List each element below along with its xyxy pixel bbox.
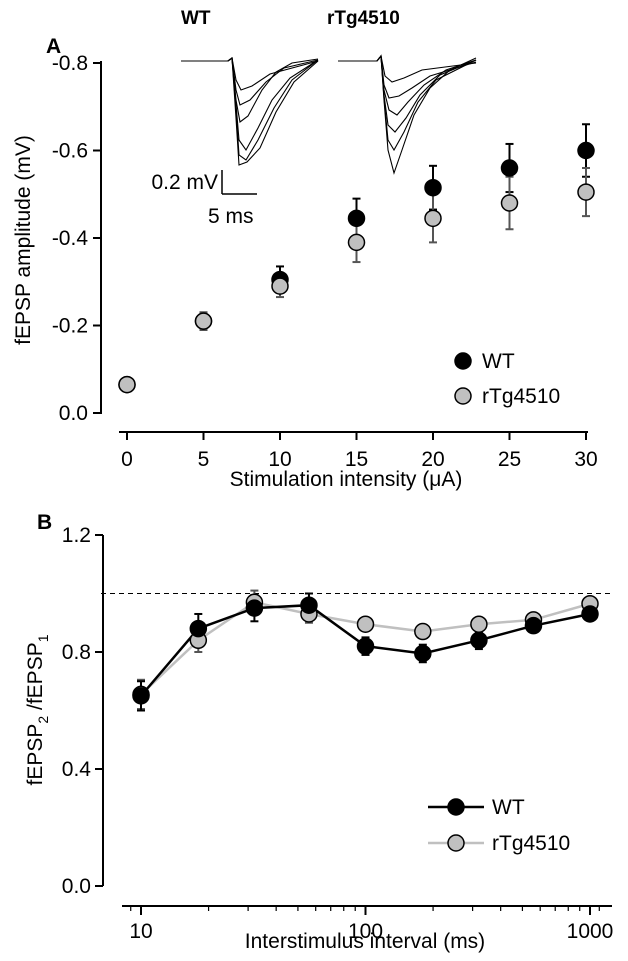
scale-bar-x-label: 5 ms [208, 205, 254, 228]
y-tick-label: -0.2 [52, 315, 88, 338]
panel-b-y-axis-label: fEPSP2 /fEPSP1 [24, 634, 51, 785]
y-tick-label: 0.0 [59, 402, 88, 425]
data-point-wt [581, 605, 599, 623]
legend-label-wt: WT [492, 796, 525, 819]
inset-title-rtg4510: rTg4510 [327, 8, 400, 29]
data-point-rtg4510 [424, 209, 442, 228]
y-tick-label: 0.0 [62, 875, 91, 898]
y-tick-label: -0.4 [52, 227, 89, 250]
wt-trace [181, 57, 319, 91]
rtg4510-trace [338, 54, 477, 175]
data-point-wt [189, 619, 208, 638]
panel-b-ticks: 0.0 0.4 0.8 1.2 10 100 1000 [62, 524, 614, 943]
x-tick-label: 15 [345, 448, 368, 471]
wt-trace [181, 56, 319, 106]
panel-b-label: B [37, 511, 52, 534]
panel-b-series [132, 589, 599, 712]
data-point-wt [424, 178, 442, 197]
data-point-rtg4510 [194, 312, 213, 330]
data-point-wt [500, 159, 519, 177]
data-point-wt [245, 599, 264, 617]
data-point-wt [347, 209, 366, 228]
rtg4510-trace [338, 54, 477, 116]
legend-marker-rtg4510 [447, 834, 465, 852]
series-points [132, 593, 599, 705]
data-point-rtg4510 [347, 233, 366, 252]
x-tick-label: 20 [421, 448, 444, 471]
data-point-wt [524, 616, 543, 635]
legend-label-rtg4510: rTg4510 [482, 385, 560, 408]
data-point-wt [577, 141, 595, 160]
panel-a-ticks: 0 5 10 15 20 25 30 0.0 -0.2 -0.4 -0.6 -0.8 [52, 52, 598, 471]
y-tick-label: 1.2 [62, 524, 91, 547]
panel-a-axes [100, 61, 588, 433]
data-point-rtg4510 [118, 375, 136, 394]
x-tick-label: 100 [348, 920, 383, 943]
panel-a-inset-traces: WT rTg4510 0.2 mV [151, 8, 477, 228]
panel-a-error-bars [123, 123, 590, 390]
x-tick-label: 1000 [567, 920, 614, 943]
wt-trace [181, 56, 319, 123]
panel-a-label: A [46, 35, 61, 58]
wt-trace-group [181, 56, 319, 166]
data-point-wt [300, 596, 318, 614]
y-tick-label: -0.8 [52, 52, 88, 75]
x-tick-label: 10 [129, 920, 152, 943]
y-tick-label: -0.6 [52, 140, 88, 163]
legend-label-rtg4510: rTg4510 [492, 832, 570, 855]
scale-bar-y-label: 0.2 mV [151, 171, 218, 194]
x-tick-label: 0 [121, 448, 133, 471]
data-point-wt [356, 637, 375, 655]
rtg4510-trace [338, 54, 477, 83]
panel-a-points [118, 141, 595, 394]
data-point-rtg4510 [500, 194, 519, 212]
y-label-sub1: 1 [35, 634, 51, 642]
data-point-wt [414, 644, 432, 663]
wt-trace [181, 56, 319, 152]
panel-a-y-axis-label: fEPSP amplitude (mV) [12, 135, 35, 345]
data-point-wt [470, 631, 488, 650]
y-tick-label: 0.8 [62, 641, 91, 664]
x-tick-label: 30 [574, 448, 597, 471]
data-point-rtg4510 [271, 277, 289, 295]
panel-a: A 0 5 10 15 20 25 30 0.0 -0.2 -0.4 -0.6 -0.8 Stimul… [12, 8, 598, 491]
panel-a-legend: WT rTg4510 [454, 350, 560, 408]
panel-b: B 0.0 0.4 0.8 1.2 10 100 1000 Interstimulus in… [24, 511, 613, 953]
panel-b-x-axis-label: Interstimulus interval (ms) [245, 930, 485, 953]
legend-marker-rtg4510 [454, 387, 472, 405]
panel-b-legend: WT rTg4510 [428, 796, 570, 855]
x-tick-label: 25 [498, 448, 521, 471]
data-point-rtg4510 [356, 615, 375, 633]
legend-label-wt: WT [482, 350, 515, 373]
panel-a-x-axis-label: Stimulation intensity (μA) [230, 468, 463, 491]
x-tick-label: 5 [198, 448, 210, 471]
x-tick-label: 10 [268, 448, 291, 471]
legend-marker-wt [447, 798, 465, 816]
data-point-rtg4510 [414, 622, 432, 641]
data-point-rtg4510 [577, 183, 595, 201]
rtg4510-trace-group [338, 54, 477, 175]
y-label-sub2: 2 [35, 716, 51, 724]
data-point-rtg4510 [470, 615, 488, 633]
data-point-wt [132, 687, 150, 705]
y-tick-label: 0.4 [62, 758, 92, 781]
legend-marker-wt [454, 352, 472, 370]
scale-bar: 0.2 mV 5 ms [151, 170, 257, 228]
inset-title-wt: WT [181, 8, 211, 29]
wt-trace [181, 56, 319, 166]
panel-b-axes [102, 535, 612, 907]
